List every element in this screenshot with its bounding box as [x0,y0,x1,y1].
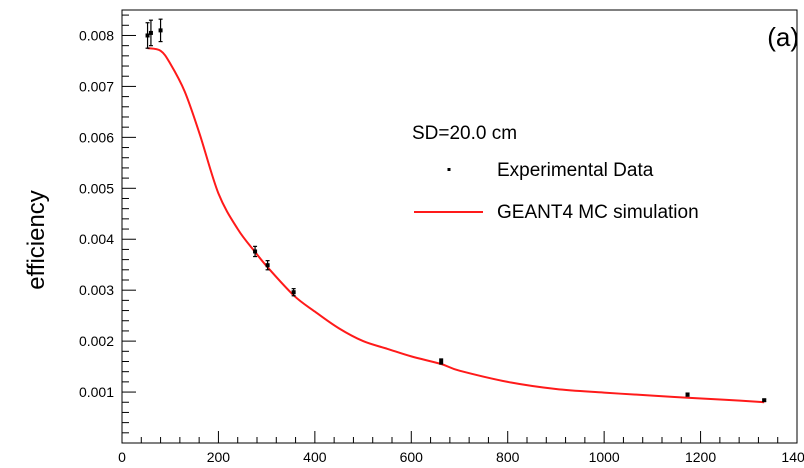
legend: SD=20.0 cm Experimental Data GEANT4 MC s… [412,123,699,223]
legend-label-geant4: GEANT4 MC simulation [497,202,699,223]
data-point-marker [158,28,163,33]
x-tick-label: 200 [207,449,231,465]
data-point-marker [148,30,153,35]
legend-title: SD=20.0 cm [412,123,517,144]
y-tick-label: 0.002 [79,333,114,349]
data-point-marker [291,290,296,295]
data-point-marker [265,263,270,268]
y-tick-label: 0.006 [79,129,114,145]
legend-marker-experimental [447,168,451,171]
plot-frame [121,9,798,444]
y-tick-label: 0.004 [79,231,114,247]
x-tick-label: 1200 [685,449,716,465]
y-tick-label: 0.001 [79,384,114,400]
y-tick-label: 0.008 [79,27,114,43]
data-point-marker [439,359,444,364]
panel-label: (a) [767,22,799,52]
y-tick-label: 0.005 [79,180,114,196]
data-point-marker [685,392,690,397]
x-tick-label: 400 [303,449,327,465]
data-point-marker [762,398,767,403]
x-tick-label: 800 [496,449,520,465]
data-point-marker [145,33,150,38]
x-tick-label: 600 [400,449,424,465]
geant4-simulation-line [147,47,765,404]
series-layer [145,18,767,404]
data-point-marker [253,249,258,254]
x-tick-label: 1000 [589,449,620,465]
x-tick-label: 0 [118,449,126,465]
y-axis-label: efficiency [23,190,50,290]
y-tick-label: 0.003 [79,282,114,298]
y-tick-label: 0.007 [79,78,114,94]
legend-label-experimental: Experimental Data [497,160,654,181]
